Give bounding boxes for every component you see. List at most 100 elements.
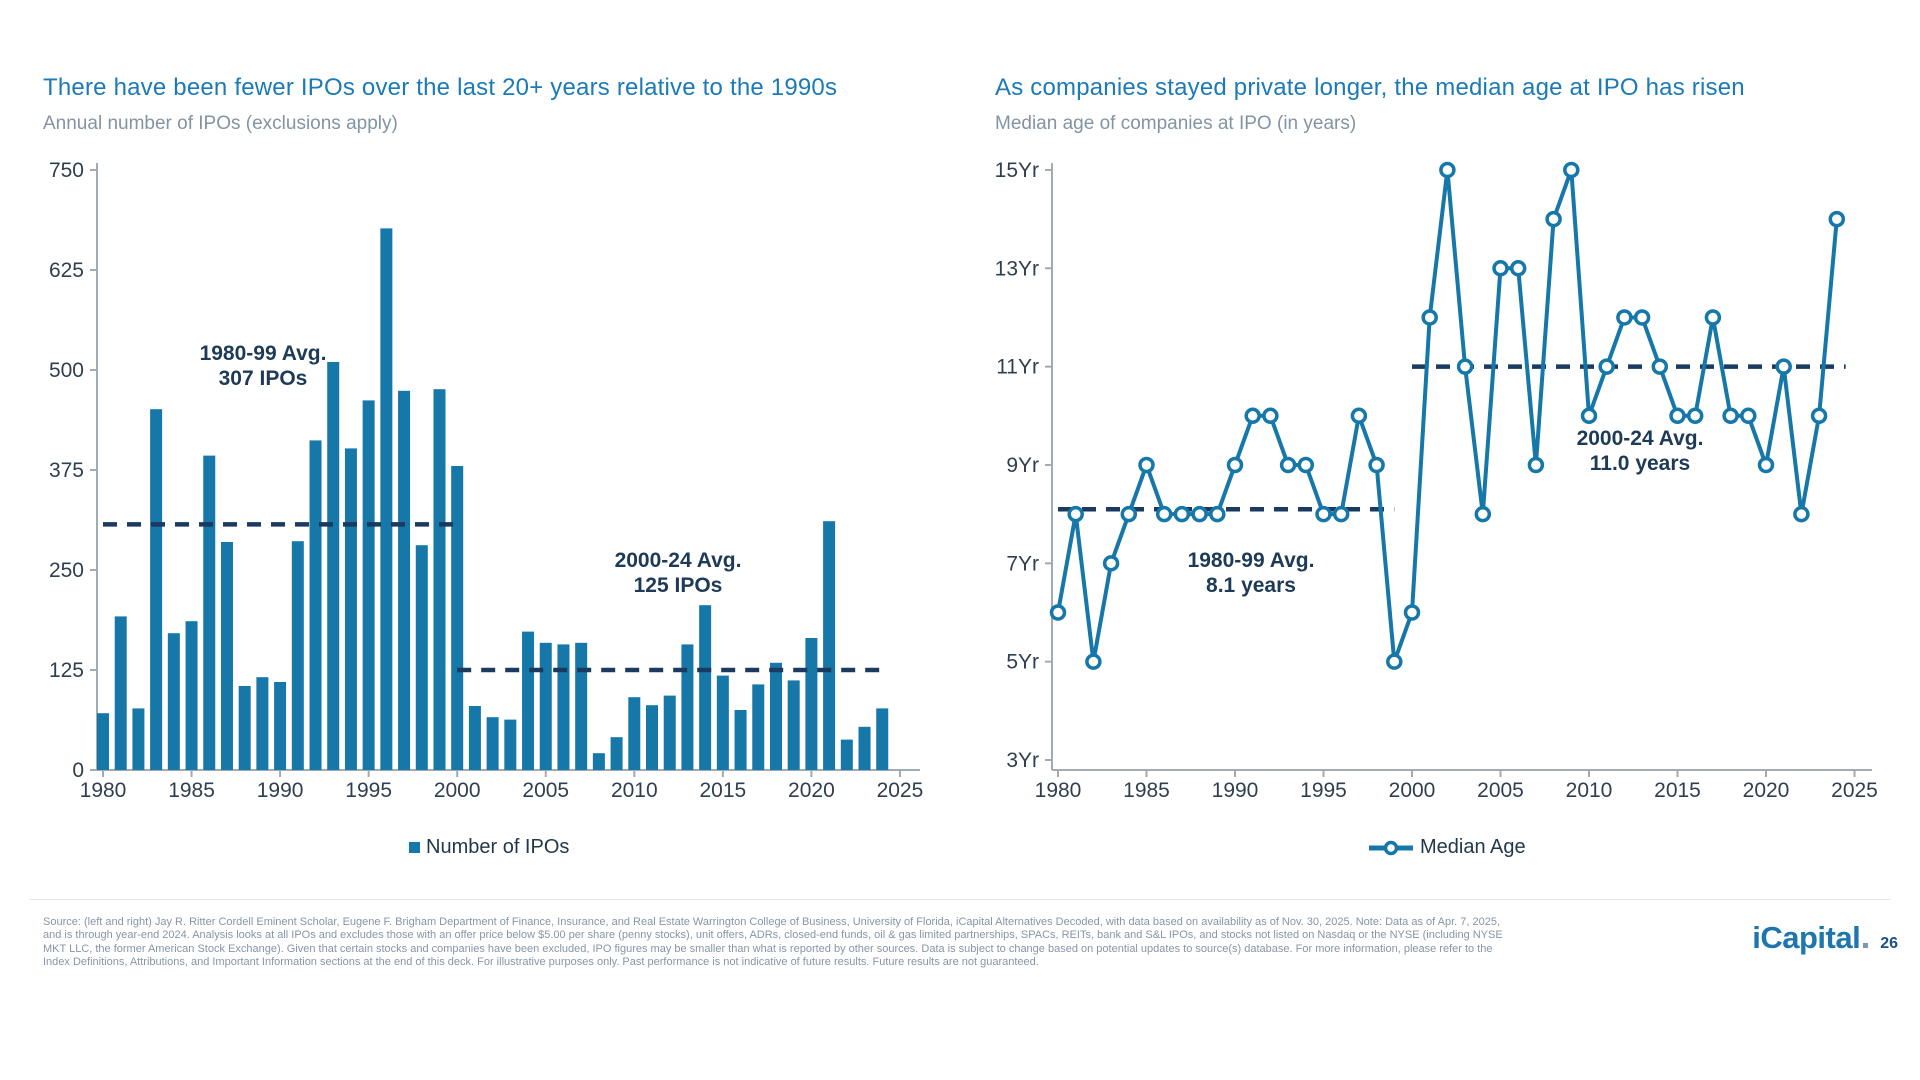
bar-2024 <box>876 708 889 770</box>
point-2001 <box>1421 309 1438 326</box>
point-1993 <box>1279 456 1297 474</box>
x-tick-label: 2015 <box>699 779 746 802</box>
x-tick-label: 2025 <box>1831 779 1878 802</box>
point-1981 <box>1067 505 1084 523</box>
x-tick-label: 2000 <box>434 779 481 802</box>
point-1980 <box>1049 604 1067 621</box>
point-2012 <box>1616 309 1633 326</box>
x-tick-label: 2025 <box>877 779 924 802</box>
x-tick-label: 2015 <box>1654 779 1701 802</box>
y-tick-label: 7Yr <box>1006 552 1039 575</box>
point-2010 <box>1580 407 1598 425</box>
point-2002 <box>1439 161 1456 179</box>
bar-1994 <box>344 448 357 770</box>
right-chart-title: As companies stayed private longer, the … <box>995 74 1745 101</box>
bar-2015 <box>716 675 729 770</box>
annotation-line: 307 IPOs <box>218 366 308 390</box>
icapital-logo-dot-icon <box>1863 943 1869 948</box>
point-1983 <box>1102 555 1120 572</box>
bar-2002 <box>486 717 499 770</box>
point-2004 <box>1474 505 1492 523</box>
footer-line: MKT LLC, the former American Stock Excha… <box>43 942 1493 955</box>
bar-2000 <box>451 466 464 770</box>
bar-1987 <box>220 542 233 770</box>
ipo-bar-chart: 0 125 250 375 500 625 750 1980 1985 1990 1995 2000 2… <box>49 159 923 802</box>
x-tick-label: 2000 <box>1389 779 1436 802</box>
bar-2012 <box>663 695 676 770</box>
x-tick-label: 2005 <box>1477 779 1524 802</box>
bar-1988 <box>238 686 251 770</box>
point-2011 <box>1598 358 1615 375</box>
annotation-2000-24-avg-ipos: 2000-24 Avg. 125 IPOs <box>615 549 742 599</box>
footer-divider <box>30 899 1890 900</box>
bar-2011 <box>646 705 659 770</box>
point-2018 <box>1722 407 1739 425</box>
y-tick-label: 500 <box>49 359 84 382</box>
annotation-line: 2000-24 Avg. <box>1576 427 1704 450</box>
bar-2005 <box>539 642 552 770</box>
point-2003 <box>1456 358 1474 375</box>
x-tick-label: 2005 <box>522 779 569 802</box>
icapital-logo: iCapital 26 <box>1752 920 1898 956</box>
point-1996 <box>1332 505 1350 523</box>
bar-1989 <box>256 677 269 770</box>
bar-1997 <box>398 390 411 770</box>
point-2021 <box>1775 358 1792 375</box>
bar-2006 <box>557 644 570 770</box>
annotation-2000-24-avg-age: 2000-24 Avg. 11.0 years <box>1577 427 1704 477</box>
point-1982 <box>1085 653 1102 670</box>
bar-2017 <box>752 684 765 770</box>
bar-2019 <box>787 680 800 770</box>
bar-2008 <box>592 753 605 770</box>
bar-2020 <box>805 638 818 770</box>
y-tick-label: 375 <box>49 459 84 482</box>
point-1990 <box>1226 456 1244 474</box>
x-tick-label: 1995 <box>1300 779 1347 802</box>
point-1992 <box>1262 407 1279 425</box>
bar-1985 <box>185 621 198 770</box>
bar-2004 <box>522 631 535 770</box>
x-tick-label: 1985 <box>168 779 215 802</box>
point-1984 <box>1120 505 1138 523</box>
annotation-line: 1980-99 Avg. <box>199 342 327 365</box>
bar-2007 <box>575 642 588 770</box>
annotation-line: 125 IPOs <box>633 573 723 597</box>
y-tick-label: 13Yr <box>995 257 1039 280</box>
bar-1992 <box>309 440 322 770</box>
bar-1993 <box>327 362 340 770</box>
y-tick-label: 5Yr <box>1006 651 1039 674</box>
y-tick-label: 9Yr <box>1006 454 1039 477</box>
point-2009 <box>1563 161 1580 179</box>
point-2013 <box>1633 309 1651 326</box>
point-2024 <box>1828 210 1846 228</box>
point-2019 <box>1740 407 1757 425</box>
x-tick-label: 2010 <box>611 779 658 802</box>
annotation-line: 2000-24 Avg. <box>614 549 742 572</box>
legend-number-of-ipos: Number of IPOs <box>409 836 569 859</box>
annotation-line: 1980-99 Avg. <box>1187 549 1315 572</box>
bar-1986 <box>203 455 216 770</box>
bar-1998 <box>415 545 428 770</box>
point-1991 <box>1244 407 1261 425</box>
y-tick-label: 3Yr <box>1006 749 1039 772</box>
bar-2021 <box>823 521 836 770</box>
point-2017 <box>1704 309 1722 326</box>
y-tick-label: 750 <box>49 159 84 182</box>
legend-label: Median Age <box>1420 836 1526 858</box>
x-tick-label: 1980 <box>1035 779 1082 802</box>
point-1989 <box>1209 505 1226 523</box>
point-2005 <box>1492 260 1509 277</box>
point-1987 <box>1173 505 1191 523</box>
y-tick-label: 250 <box>49 559 84 582</box>
annotation-line: 8.1 years <box>1206 573 1296 597</box>
right-chart-subtitle: Median age of companies at IPO (in years… <box>995 113 1357 134</box>
bar-1996 <box>380 228 393 770</box>
bar-1999 <box>433 389 446 770</box>
y-tick-label: 125 <box>49 659 84 682</box>
point-2022 <box>1793 505 1810 523</box>
point-2000 <box>1403 604 1421 621</box>
point-2015 <box>1669 407 1686 425</box>
point-2014 <box>1651 358 1669 375</box>
